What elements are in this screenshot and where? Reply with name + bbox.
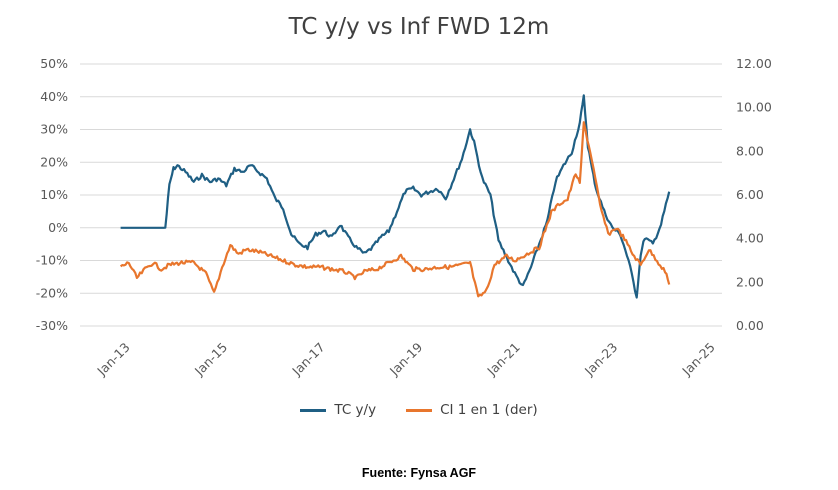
legend-label-ci: CI 1 en 1 (der) xyxy=(440,402,538,418)
y-tick-label: 10% xyxy=(40,187,68,202)
series-line-tc xyxy=(120,94,671,299)
y2-tick-label: 2.00 xyxy=(736,274,764,289)
chart-title: TC y/y vs Inf FWD 12m xyxy=(288,14,550,40)
y2-tick-label: 6.00 xyxy=(736,187,764,202)
y2-tick-label: 4.00 xyxy=(736,231,764,246)
x-tick-label: Jan-13 xyxy=(93,340,132,379)
x-tick-label: Jan-17 xyxy=(288,340,327,379)
y-tick-label: -20% xyxy=(36,285,68,300)
y2-tick-label: 8.00 xyxy=(736,143,764,158)
x-tick-label: Jan-23 xyxy=(581,340,620,379)
legend: TC y/y CI 1 en 1 (der) xyxy=(0,402,838,418)
y-tick-label: 40% xyxy=(40,89,68,104)
y-tick-label: 0% xyxy=(48,220,68,235)
legend-swatch-ci xyxy=(406,408,433,412)
y2-tick-label: 10.00 xyxy=(736,100,772,115)
legend-item-ci: CI 1 en 1 (der) xyxy=(406,402,538,418)
y-tick-label: 20% xyxy=(40,154,68,169)
legend-label-tc: TC y/y xyxy=(334,402,377,418)
series-line-ci xyxy=(119,121,671,298)
y-tick-label: -30% xyxy=(36,318,68,333)
x-tick-label: Jan-25 xyxy=(678,340,717,379)
source-note: Fuente: Fynsa AGF xyxy=(361,466,477,480)
y2-tick-label: 0.00 xyxy=(736,318,764,333)
legend-item-tc: TC y/y xyxy=(300,402,376,418)
y-tick-label: 50% xyxy=(40,56,68,71)
legend-swatch-tc xyxy=(300,408,327,412)
x-tick-label: Jan-19 xyxy=(386,339,425,378)
x-tick-label: Jan-21 xyxy=(483,340,522,379)
y-tick-label: -10% xyxy=(36,253,68,268)
y2-tick-label: 12.00 xyxy=(736,56,772,71)
y-tick-label: 30% xyxy=(40,122,68,137)
x-tick-label: Jan-15 xyxy=(191,340,230,379)
